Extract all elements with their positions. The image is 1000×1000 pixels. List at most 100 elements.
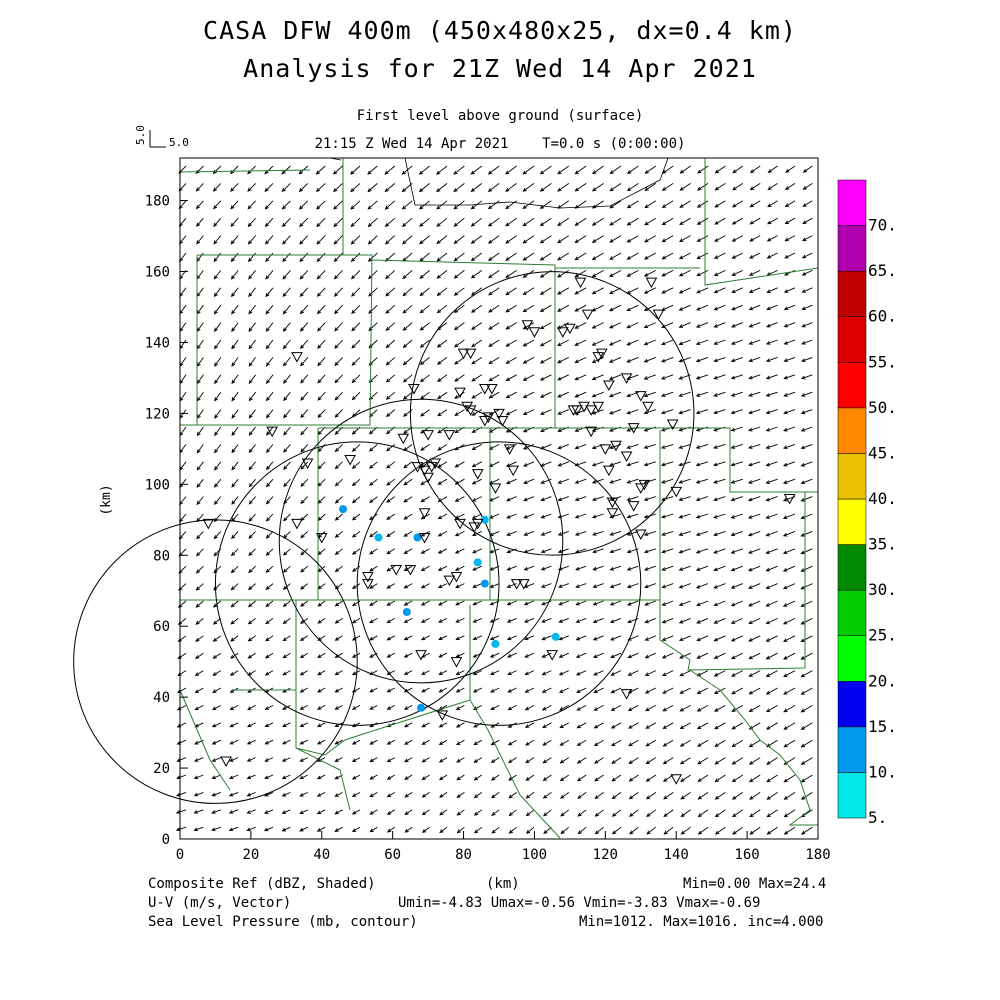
wind-vector-head: [351, 327, 356, 332]
wind-vector-head: [679, 707, 684, 712]
wind-vector-head: [695, 567, 701, 571]
wind-vector: [644, 339, 656, 346]
x-tick-label: 60: [384, 847, 401, 863]
wind-vector: [213, 165, 222, 174]
wind-vector: [662, 670, 674, 676]
wind-vector: [802, 235, 813, 242]
wind-vector-head: [696, 203, 702, 208]
wind-vector-head: [369, 464, 374, 469]
wind-vector-head: [731, 708, 736, 712]
wind-vector: [248, 357, 256, 367]
wind-vector-head: [732, 169, 737, 174]
station-marker: [478, 384, 491, 395]
wind-vector-head: [386, 654, 391, 658]
wind-vector-head: [732, 813, 737, 818]
wind-vector-head: [385, 413, 391, 418]
wind-vector: [230, 165, 239, 174]
wind-vector-head: [661, 255, 666, 260]
wind-vector: [197, 391, 204, 401]
wind-vector-head: [489, 671, 495, 675]
wind-vector: [645, 722, 657, 729]
wind-vector-head: [644, 204, 649, 209]
wind-vector: [696, 339, 709, 345]
vector-key: 5.0 5.0: [134, 125, 189, 149]
wind-vector: [369, 444, 378, 452]
wind-vector: [231, 531, 239, 539]
wind-vector-head: [403, 515, 408, 520]
wind-vector: [628, 722, 639, 729]
wind-vector-head: [801, 254, 807, 259]
wind-vector-head: [213, 240, 218, 245]
colorbar-label: 45.: [868, 443, 897, 462]
wind-vector-head: [196, 552, 201, 557]
wind-vector: [508, 774, 517, 781]
wind-vector: [577, 774, 587, 782]
wind-vector: [474, 826, 483, 834]
wind-vector: [456, 757, 465, 763]
wind-vector: [645, 617, 656, 623]
wind-vector: [801, 826, 813, 835]
wind-vector: [179, 374, 187, 384]
wind-vector-head: [800, 796, 806, 800]
wind-vector-head: [678, 445, 683, 449]
station-marker: [507, 465, 520, 477]
wind-vector-head: [505, 325, 510, 330]
wind-vector-head: [765, 341, 771, 345]
wind-vector: [283, 565, 291, 573]
wind-vector-head: [248, 500, 253, 505]
colorbar-swatch: [837, 544, 867, 591]
wind-vector-head: [730, 323, 736, 328]
wind-vector: [283, 478, 291, 487]
wind-vector: [731, 705, 744, 712]
wind-vector-head: [679, 725, 685, 730]
wind-vector-head: [576, 759, 582, 764]
wind-vector: [696, 409, 709, 414]
colorbar-label: 35.: [868, 535, 897, 554]
wind-vector: [488, 183, 500, 192]
wind-vector: [801, 461, 813, 467]
wind-vector: [454, 270, 465, 279]
wind-vector: [196, 600, 204, 608]
wind-vector: [196, 322, 204, 332]
wind-vector: [195, 652, 204, 659]
wind-vector: [609, 304, 622, 312]
wind-vector: [661, 478, 674, 484]
wind-vector-head: [264, 240, 270, 245]
radar-range-ring: [73, 519, 358, 804]
wind-vector: [248, 531, 256, 539]
wind-vector: [211, 809, 221, 814]
wind-vector: [525, 739, 535, 746]
wind-vector: [335, 739, 343, 745]
wind-vector: [680, 705, 691, 712]
wind-vector: [195, 635, 204, 642]
wind-vector-head: [802, 220, 807, 225]
wind-vector-head: [577, 830, 582, 835]
wind-vector-head: [334, 723, 339, 728]
wind-vector-head: [369, 793, 374, 798]
wind-vector-head: [334, 413, 339, 418]
wind-vector: [300, 496, 309, 504]
wind-vector-head: [748, 445, 753, 449]
wind-vector-head: [506, 636, 512, 641]
wind-vector-head: [696, 306, 701, 311]
x-tick-label: 140: [664, 847, 689, 863]
wind-vector: [369, 757, 378, 762]
y-tick-label: 140: [145, 335, 170, 351]
wind-vector: [248, 322, 256, 332]
station-marker: [454, 518, 466, 530]
wind-vector: [404, 565, 413, 572]
wind-vector-head: [661, 238, 666, 243]
wind-vector-head: [455, 653, 460, 658]
wind-vector-head: [384, 170, 389, 175]
wind-vector-head: [714, 203, 719, 208]
wind-vector: [335, 792, 343, 797]
wind-vector: [300, 374, 309, 384]
wind-vector-head: [523, 532, 528, 536]
wind-vector-head: [626, 359, 631, 363]
wind-vector-head: [351, 671, 357, 676]
wind-vector-head: [663, 830, 668, 835]
wind-vector: [784, 757, 796, 765]
wind-vector: [609, 270, 622, 277]
wind-vector: [576, 635, 587, 641]
wind-vector: [679, 478, 691, 484]
